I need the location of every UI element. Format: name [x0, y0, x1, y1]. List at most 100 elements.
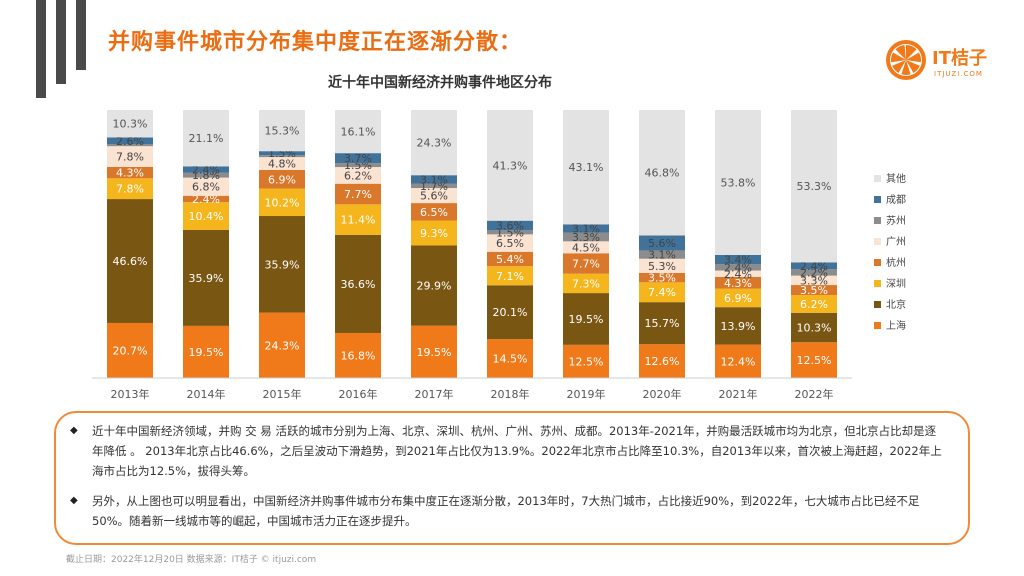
bar-segment — [411, 203, 457, 221]
bar-segment — [259, 312, 305, 378]
bar-segment — [107, 146, 153, 167]
decor-bar-2 — [56, 0, 66, 84]
bar-segment — [183, 195, 229, 203]
data-label: 4.3% — [116, 167, 144, 180]
data-label: 3.1% — [420, 173, 448, 186]
bar-segment — [791, 269, 837, 276]
bar-segment — [791, 312, 837, 343]
legend-label: 上海 — [886, 319, 906, 332]
x-tick-label: 2016年 — [339, 387, 378, 401]
data-label: 4.3% — [724, 277, 752, 290]
data-label: 29.9% — [417, 280, 452, 293]
bar-segment — [335, 153, 381, 164]
bar-segment — [335, 234, 381, 333]
diamond-bullet-icon: ◆ — [70, 425, 78, 436]
bar-segment — [791, 110, 837, 263]
logo-text: IT桔子 — [932, 48, 987, 69]
note-item-1: ◆ 近十年中国新经济领域，并购 交 易 活跃的城市分别为上海、北京、深圳、杭州、… — [70, 421, 944, 481]
legend-swatch — [874, 196, 881, 203]
bar-segment — [411, 188, 457, 204]
bar-segment — [639, 235, 685, 251]
data-label: 9.3% — [420, 227, 448, 240]
bar-segment — [107, 137, 153, 145]
legend-label: 北京 — [886, 298, 906, 311]
data-label: 3.3% — [572, 231, 600, 244]
data-label: 6.5% — [496, 237, 524, 250]
bar-segment — [487, 339, 533, 378]
bar-segment — [259, 157, 305, 171]
footer-source: 截止日期：2022年12月20日 数据来源：IT桔子 © itjuzi.com — [66, 555, 317, 565]
data-label: 41.3% — [493, 159, 528, 172]
note-text-1: 近十年中国新经济领域，并购 交 易 活跃的城市分别为上海、北京、深圳、杭州、广州… — [92, 424, 942, 478]
bar-segment — [259, 155, 305, 158]
data-label: 7.7% — [572, 258, 600, 271]
bar-segment — [107, 199, 153, 323]
data-label: 2.4% — [192, 193, 220, 206]
data-label: 15.7% — [645, 317, 680, 330]
x-tick-label: 2013年 — [111, 387, 150, 401]
data-label: 2.4% — [800, 260, 828, 273]
bar-segment — [411, 183, 457, 189]
data-label: 3.1% — [572, 222, 600, 235]
data-label: 12.6% — [645, 355, 680, 368]
bar-segment — [791, 262, 837, 270]
logo-subtext: ITJUZI.COM — [934, 70, 983, 78]
data-label: 12.5% — [569, 355, 604, 368]
bar-segment — [183, 325, 229, 378]
bar-segment — [411, 325, 457, 378]
legend-label: 广州 — [886, 236, 906, 248]
x-tick-label: 2018年 — [491, 387, 530, 401]
data-label: 20.7% — [113, 344, 148, 357]
data-label: 2.4% — [724, 261, 752, 274]
data-label: 10.3% — [113, 118, 148, 131]
data-label: 12.5% — [797, 354, 832, 367]
bar-segment — [259, 170, 305, 189]
data-label: 11.4% — [341, 214, 376, 227]
bar-segment — [259, 110, 305, 152]
data-label: 15.3% — [265, 125, 300, 138]
data-label: 7.1% — [496, 270, 524, 283]
data-label: 3.7% — [344, 152, 372, 165]
data-label: 4.8% — [268, 158, 296, 171]
bar-segment — [715, 254, 761, 265]
x-tick-label: 2015年 — [263, 387, 302, 401]
bar-segment — [715, 307, 761, 345]
data-label: 24.3% — [417, 137, 452, 150]
bar-segment — [183, 110, 229, 167]
bar-segment — [335, 167, 381, 184]
data-label: 7.8% — [116, 183, 144, 196]
decor-bar-3 — [76, 0, 86, 70]
notes-box: ◆ 近十年中国新经济领域，并购 交 易 活跃的城市分别为上海、北京、深圳、杭州、… — [54, 411, 970, 545]
data-label: 19.5% — [569, 313, 604, 326]
bar-segment — [335, 332, 381, 378]
bar-segment — [183, 172, 229, 178]
bar-segment — [411, 220, 457, 246]
bar-segment — [487, 110, 533, 221]
bar-segment — [563, 273, 609, 294]
data-label: 2.2% — [800, 266, 828, 279]
x-tick-label: 2017年 — [415, 387, 454, 401]
bar-segment — [487, 230, 533, 235]
data-label: 2.6% — [116, 135, 144, 148]
bar-segment — [563, 344, 609, 378]
bar-segment — [107, 166, 153, 179]
bar-segment — [791, 285, 837, 296]
bar-segment — [639, 250, 685, 259]
bar-segment — [791, 342, 837, 378]
data-label: 46.6% — [113, 255, 148, 268]
data-label: 5.4% — [496, 253, 524, 266]
bar-segment — [791, 275, 837, 286]
bar-segment — [107, 322, 153, 378]
data-label: 6.2% — [800, 298, 828, 311]
data-label: 14.5% — [493, 353, 528, 366]
bar-segment — [335, 163, 381, 168]
bar-segment — [335, 204, 381, 235]
data-label: 12.4% — [721, 355, 756, 368]
bar-segment — [183, 229, 229, 326]
data-label: 19.5% — [189, 346, 224, 359]
bar-segment — [183, 177, 229, 196]
data-label: 3.1% — [648, 249, 676, 262]
bar-segment — [715, 270, 761, 277]
data-label: 24.3% — [265, 339, 300, 352]
data-label: 53.8% — [721, 176, 756, 189]
